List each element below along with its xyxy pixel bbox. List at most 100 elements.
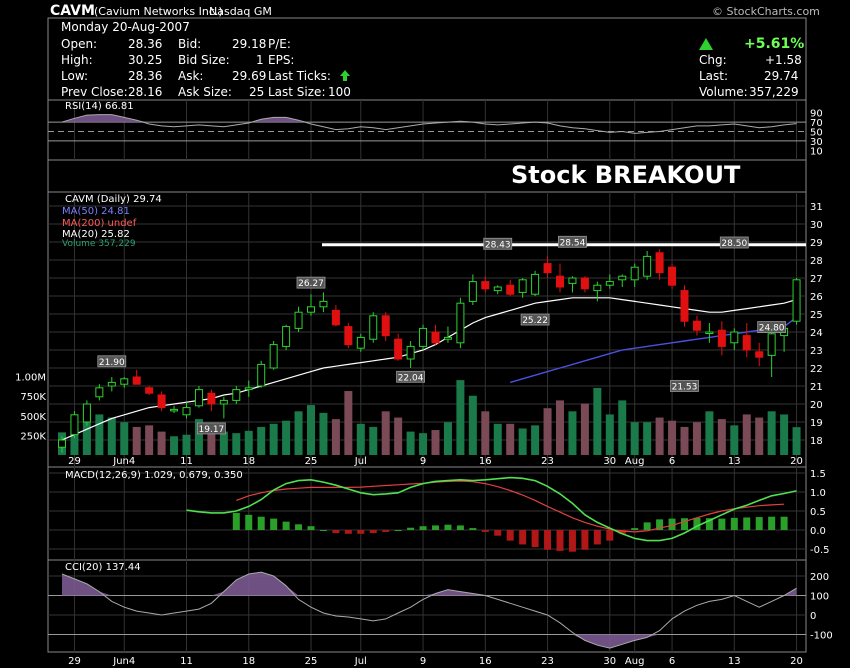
volume-value: 357,229 xyxy=(749,85,799,99)
price-tick-label: 19 xyxy=(810,418,823,429)
rsi-overbought-fill xyxy=(62,114,797,123)
macd-histogram-bar xyxy=(257,516,265,530)
exchange-name: Nasdaq GM xyxy=(209,5,272,18)
ma20-line xyxy=(61,297,797,441)
candle-body xyxy=(680,290,689,322)
volume-bar xyxy=(369,426,378,455)
candle-body xyxy=(630,266,639,281)
candle-body xyxy=(705,331,714,334)
x-tick-label-bottom: 23 xyxy=(541,656,554,667)
price-tick-label: 21 xyxy=(810,382,823,393)
macd-histogram-bar xyxy=(668,518,676,530)
macd-histogram-bar xyxy=(456,525,464,530)
legend-ma200: MA(200) undef xyxy=(62,218,137,229)
macd-histogram-bar xyxy=(693,517,701,530)
candle-body xyxy=(717,329,726,347)
candle-body xyxy=(307,306,315,313)
macd-histogram-bar xyxy=(506,530,514,541)
volume-bar xyxy=(668,420,677,455)
candle-body xyxy=(369,315,378,340)
volume-bar xyxy=(406,431,415,455)
legend-ma50: MA(50) 24.81 xyxy=(62,206,130,217)
volume-bar xyxy=(643,422,652,455)
candle-body xyxy=(107,381,116,387)
x-tick-label-bottom: 11 xyxy=(180,656,193,667)
volume-bar xyxy=(755,417,764,455)
pe-label: P/E: xyxy=(268,37,291,51)
volume-bar xyxy=(132,426,141,455)
candle-body xyxy=(95,387,104,398)
macd-line xyxy=(186,476,797,542)
source-credit: © StockCharts.com xyxy=(712,5,820,18)
macd-histogram-bar xyxy=(743,517,751,530)
macd-histogram-bar xyxy=(631,528,639,530)
high-label: High: xyxy=(61,53,93,67)
legend-ma20: MA(20) 25.82 xyxy=(62,229,130,240)
macd-histogram-bar xyxy=(407,527,415,530)
volume-bar xyxy=(605,414,614,455)
volume-tick-label: 1.00M xyxy=(15,373,46,384)
annotation-label: 28.50 xyxy=(721,239,747,249)
candle-body xyxy=(580,277,589,290)
prev-close-label: Prev Close: xyxy=(61,85,128,99)
candle-body xyxy=(443,336,452,340)
volume-bar xyxy=(431,430,440,455)
volume-bar xyxy=(170,436,179,455)
panel-cci xyxy=(47,559,807,653)
low-value: 28.36 xyxy=(128,69,163,83)
volume-bar xyxy=(282,420,291,455)
volume-bar xyxy=(381,411,390,455)
rsi-tick-label: 10 xyxy=(810,146,823,157)
annotation-box xyxy=(396,370,426,383)
candle-body xyxy=(655,252,664,274)
volume-bar xyxy=(145,425,154,455)
volume-bar xyxy=(232,433,241,455)
price-tick-label: 27 xyxy=(810,274,823,285)
volume-bar xyxy=(107,417,116,455)
chart-title: Stock BREAKOUT xyxy=(511,161,741,189)
volume-bar xyxy=(506,423,515,455)
ticker-symbol: CAVM xyxy=(50,3,95,19)
candle-body xyxy=(531,273,540,295)
annotation-label: 26.27 xyxy=(298,279,324,289)
volume-bar xyxy=(481,411,490,455)
macd-histogram-bar xyxy=(494,530,502,536)
last-size-label: Last Size: xyxy=(268,85,326,99)
open-label: Open: xyxy=(61,37,98,51)
cci-tick-label: 200 xyxy=(810,572,829,583)
ask-value: 29.69 xyxy=(232,69,267,83)
volume-bar xyxy=(556,400,564,455)
x-tick-label: 9 xyxy=(420,456,426,467)
volume-bar xyxy=(319,412,328,455)
volume-bar xyxy=(194,419,203,455)
candle-body xyxy=(456,302,465,344)
x-tick-label: 30 xyxy=(603,456,616,467)
price-tick-label: 18 xyxy=(810,436,823,447)
volume-label: Volume: xyxy=(699,85,748,99)
macd-histogram-bar xyxy=(768,516,776,530)
bid-value: 29.18 xyxy=(232,37,267,51)
cci-overbought-fill xyxy=(62,572,797,596)
macd-histogram-bar xyxy=(568,530,576,552)
ma50-line xyxy=(510,316,797,384)
macd-histogram-bar xyxy=(344,530,352,534)
candle-body xyxy=(257,363,266,387)
candle-body xyxy=(568,277,577,284)
candle-body xyxy=(481,281,490,290)
annotation-label: 25.22 xyxy=(522,316,548,326)
macd-histogram-bar xyxy=(270,518,278,530)
macd-histogram-bar xyxy=(469,528,477,530)
change-label: Chg: xyxy=(699,53,727,67)
candle-body xyxy=(394,338,403,360)
rsi-line xyxy=(61,114,797,134)
last-tick-up-icon xyxy=(340,70,350,81)
volume-bar xyxy=(182,434,191,455)
macd-label: MACD(12,26,9) 1.029, 0.679, 0.350 xyxy=(65,470,243,481)
rsi-tick-label: 90 xyxy=(810,109,823,120)
volume-tick-label: 500K xyxy=(20,412,46,423)
quote-date: Monday 20-Aug-2007 xyxy=(61,20,190,34)
volume-bar xyxy=(394,417,403,455)
legend-volume: Volume 357,229 xyxy=(62,239,136,249)
macd-histogram-bar xyxy=(332,530,340,534)
price-tick-label: 25 xyxy=(810,310,823,321)
